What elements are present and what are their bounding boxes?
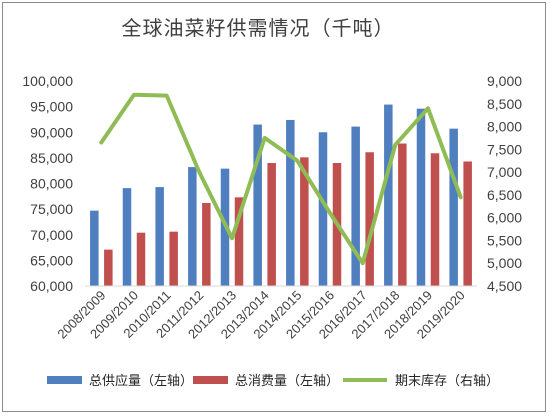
supply-bar (286, 119, 295, 286)
chart-frame: 全球油菜籽供需情况（千吨） 60,000 65,000 70,000 75,000 80… (2, 2, 546, 412)
right-tick-label: 7,500 (487, 141, 522, 157)
consumption-bar (136, 232, 146, 286)
bar-marks (90, 104, 472, 286)
right-tick-label: 5,500 (487, 232, 522, 248)
consumption-bar (398, 143, 407, 286)
legend-label: 期末库存（右轴） (395, 373, 499, 389)
consumption-bar (104, 249, 113, 286)
right-tick-label: 6,500 (487, 187, 522, 203)
supply-bar (188, 167, 197, 286)
supply-bar (122, 188, 132, 286)
supply-bar (90, 210, 99, 286)
consumption-bar (463, 161, 472, 286)
supply-bar (253, 124, 262, 286)
right-tick-label: 6,000 (487, 210, 522, 226)
right-tick-label: 8,000 (487, 119, 522, 135)
consumption-bar (234, 197, 244, 286)
right-tick-label: 4,500 (487, 278, 522, 294)
stock-line-layer (99, 92, 463, 266)
legend-swatch-bar (193, 376, 228, 384)
left-tick-label: 85,000 (30, 150, 73, 166)
left-tick-label: 60,000 (30, 278, 73, 294)
chart-title: 全球油菜籽供需情况（千吨） (122, 16, 395, 40)
right-axis-ticks: 4,500 5,000 5,500 6,000 6,500 7,000 7,500 8,000… (487, 73, 522, 294)
supply-bar (384, 104, 393, 286)
right-tick-label: 8,500 (487, 96, 522, 112)
legend-swatch-bar (47, 376, 82, 384)
legend: 总供应量（左轴） 总消费量（左轴） 期末库存（右轴） (47, 373, 499, 389)
left-tick-label: 80,000 (30, 176, 73, 192)
left-tick-label: 100,000 (22, 73, 73, 89)
stock-line (99, 92, 463, 266)
consumption-bar (430, 153, 440, 286)
consumption-bar (300, 157, 309, 286)
consumption-bar (365, 152, 374, 286)
supply-bar (449, 128, 458, 286)
supply-bar (351, 126, 360, 286)
right-tick-label: 9,000 (487, 73, 522, 89)
consumption-bar (169, 231, 178, 286)
left-tick-label: 70,000 (30, 227, 73, 243)
right-tick-label: 5,000 (487, 255, 522, 271)
supply-bar (416, 108, 426, 286)
consumption-bar (267, 163, 276, 286)
legend-label: 总供应量（左轴） (89, 373, 193, 389)
left-tick-label: 95,000 (30, 99, 73, 115)
left-tick-label: 75,000 (30, 201, 73, 217)
supply-bar (155, 187, 164, 286)
left-tick-label: 65,000 (30, 252, 73, 268)
chart: 全球油菜籽供需情况（千吨） 60,000 65,000 70,000 75,000 80… (22, 16, 522, 389)
consumption-bar (202, 202, 211, 286)
legend-label: 总消费量（左轴） (235, 374, 339, 389)
right-tick-label: 7,000 (487, 164, 522, 180)
left-axis-ticks: 60,000 65,000 70,000 75,000 80,000 85,000 90,0… (22, 73, 73, 294)
category-labels: 2008/20092009/20102010/20112011/20122012… (54, 288, 467, 342)
supply-bar (318, 132, 328, 286)
left-tick-label: 90,000 (30, 124, 73, 140)
